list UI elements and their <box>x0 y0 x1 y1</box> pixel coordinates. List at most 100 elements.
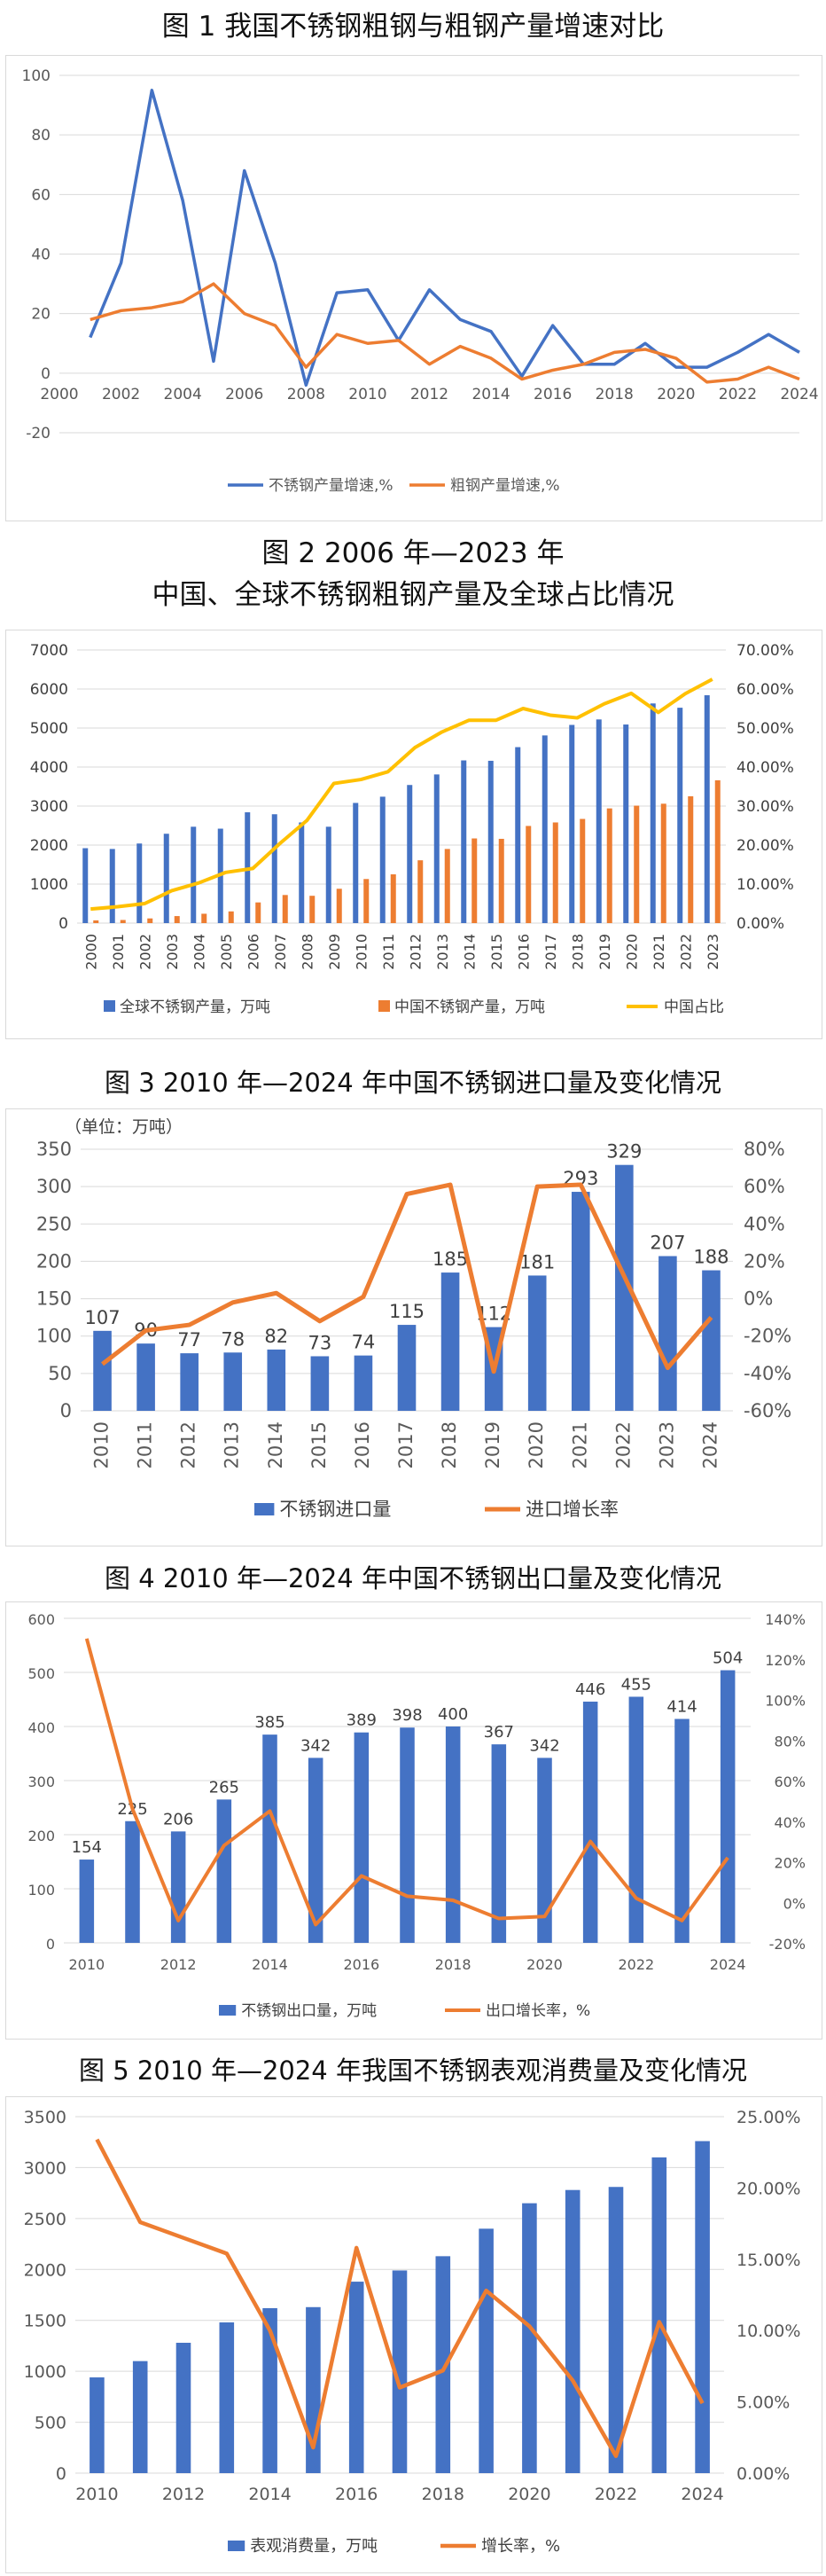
x-tick-label: 2016 <box>515 934 532 970</box>
x-tick-label: 2004 <box>191 934 207 970</box>
bar-global-production <box>136 843 143 923</box>
y-right-tick-label: 25.00% <box>736 2108 800 2127</box>
x-tick-label: 2022 <box>677 934 694 970</box>
y-tick-label: -20 <box>26 425 51 442</box>
bar <box>702 1270 721 1411</box>
legend-swatch-2 <box>378 1000 390 1012</box>
data-label: 367 <box>484 1723 514 1742</box>
data-label: 207 <box>650 1233 685 1254</box>
bar <box>216 1799 232 1943</box>
y-left-tick-label: 1000 <box>24 2362 66 2382</box>
x-tick-label: 2017 <box>542 934 559 970</box>
y-left-tick-label: 4000 <box>30 759 68 777</box>
bar <box>651 2157 667 2473</box>
y-right-tick-label: 0.00% <box>736 915 784 933</box>
y-tick-label: 80 <box>31 127 51 145</box>
bar-china-production <box>417 860 424 923</box>
y-left-tick-label: 3000 <box>30 798 68 816</box>
bar <box>180 1353 199 1411</box>
legend-label-1: 不锈钢产量增速,% <box>269 477 394 495</box>
fig2-svg: 0 1000 2000 3000 4000 5000 6000 7000 0.00% 10.00%… <box>30 642 794 1016</box>
x-tick-label: 2014 <box>248 2485 291 2504</box>
x-tick-label: 2010 <box>348 386 386 403</box>
x-tick-label: 2018 <box>596 386 634 403</box>
y-right-tick-label: -40% <box>744 1363 791 1384</box>
data-label: 82 <box>264 1326 288 1347</box>
bar-china-production <box>174 916 180 923</box>
y-right-tick-label: -20% <box>769 1936 806 1953</box>
x-tick-label: 2013 <box>434 934 451 970</box>
x-tick-label: 2002 <box>102 386 140 403</box>
y-left-tick-label: 5000 <box>30 720 68 738</box>
bar <box>308 1758 323 1943</box>
bar-china-production <box>282 895 288 923</box>
bar-china-production <box>93 920 99 923</box>
bar-global-production <box>109 849 115 923</box>
y-tick-label: 100 <box>22 67 51 85</box>
x-tick-label: 2016 <box>534 386 572 403</box>
y-left-tick-label: 2000 <box>30 837 68 855</box>
x-tick-label: 2023 <box>656 1421 677 1468</box>
x-tick-label: 2022 <box>719 386 757 403</box>
x-tick-label: 2020 <box>508 2485 550 2504</box>
x-tick-label: 2012 <box>407 934 424 970</box>
x-tick-label: 2010 <box>353 934 370 970</box>
legend-label-2: 增长率，% <box>481 2537 560 2556</box>
y-left-tick-label: 0 <box>56 2464 66 2484</box>
legend-label-1: 全球不锈钢产量，万吨 <box>120 998 270 1016</box>
bar-global-production <box>677 708 683 923</box>
y-right-tick-label: 20.00% <box>736 2179 800 2198</box>
bar <box>262 1734 277 1943</box>
bar <box>695 2141 710 2473</box>
series-line-2 <box>90 282 800 384</box>
y-left-tick-label: 300 <box>36 1176 72 1197</box>
y-tick-label: 20 <box>31 306 51 324</box>
y-left-tick-label: 350 <box>36 1139 72 1160</box>
bar-global-production <box>596 719 602 923</box>
bar <box>125 1820 140 1943</box>
y-right-tick-label: -60% <box>744 1400 791 1421</box>
x-tick-label: 2007 <box>272 934 289 970</box>
bar-china-production <box>471 838 478 923</box>
y-right-tick-label: 60.00% <box>736 681 794 699</box>
data-label: 78 <box>221 1328 245 1350</box>
x-tick-label: 2014 <box>461 934 478 970</box>
data-label: 385 <box>254 1713 284 1732</box>
series-line-1 <box>89 89 800 388</box>
data-label: 400 <box>438 1705 468 1724</box>
fig5-svg: 0 500 1000 1500 2000 2500 3000 3500 0.00% 5.00% 10… <box>24 2108 801 2556</box>
x-tick-label: 2014 <box>252 1956 288 1973</box>
y-left-tick-label: 2500 <box>24 2210 66 2229</box>
bar-china-production <box>201 913 207 923</box>
bar-global-production <box>487 760 494 923</box>
bar <box>435 2256 451 2473</box>
x-tick-label: 2021 <box>651 934 667 970</box>
x-tick-label: 2006 <box>225 386 263 403</box>
bar <box>674 1719 690 1943</box>
x-tick-label: 2010 <box>68 1956 105 1973</box>
y-left-tick-label: 500 <box>35 2414 66 2433</box>
y-right-tick-label: 60% <box>774 1773 806 1790</box>
x-tick-label: 2014 <box>265 1421 286 1468</box>
y-left-tick-label: 3500 <box>24 2108 66 2127</box>
data-label: 73 <box>308 1332 331 1353</box>
legend-swatch-1 <box>104 1000 115 1012</box>
bar <box>400 1727 415 1943</box>
x-tick-label: 2018 <box>435 1956 471 1973</box>
y-tick-label: 0 <box>41 365 51 383</box>
x-tick-label: 2010 <box>75 2485 118 2504</box>
bar-china-production <box>147 918 153 923</box>
bar <box>537 1758 552 1943</box>
y-left-tick-label: 400 <box>27 1719 55 1736</box>
bar-global-production <box>163 834 169 923</box>
data-label: 342 <box>300 1736 331 1755</box>
y-right-tick-label: 60% <box>744 1176 785 1197</box>
y-right-tick-label: 40% <box>774 1814 806 1831</box>
bar-global-production <box>325 826 331 923</box>
unit-note: （单位：万吨） <box>65 1117 183 1137</box>
x-tick-label: 2017 <box>395 1421 417 1468</box>
x-tick-label: 2020 <box>526 1421 547 1468</box>
bar-global-production <box>353 803 359 923</box>
x-tick-label: 2022 <box>618 1956 654 1973</box>
data-label: 154 <box>72 1838 102 1857</box>
